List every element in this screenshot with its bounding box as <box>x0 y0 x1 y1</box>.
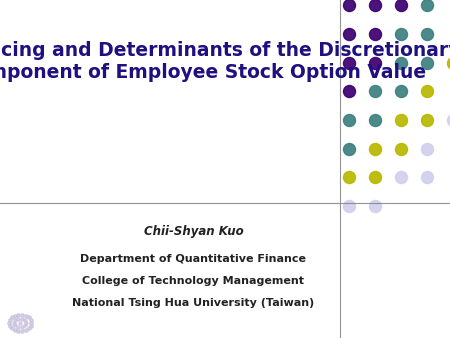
Point <box>75 291 82 296</box>
Point <box>323 42 330 47</box>
Point <box>343 152 351 158</box>
Point <box>67 290 74 295</box>
Point <box>67 293 74 298</box>
Point <box>73 286 80 292</box>
Point <box>64 281 71 286</box>
Point <box>343 108 351 114</box>
Point <box>76 289 84 294</box>
Point <box>72 292 80 297</box>
Point <box>383 86 391 91</box>
Point <box>364 130 371 136</box>
Point <box>70 290 77 295</box>
Point <box>404 86 411 91</box>
Point <box>77 286 84 292</box>
Point <box>404 130 411 136</box>
Point <box>343 64 351 69</box>
Point <box>68 286 76 292</box>
Point <box>364 174 371 180</box>
Point <box>64 286 71 292</box>
Point <box>343 86 351 91</box>
Text: Chii-Shyan Kuo: Chii-Shyan Kuo <box>144 225 243 238</box>
Point <box>62 282 69 288</box>
Text: National Tsing Hua University (Taiwan): National Tsing Hua University (Taiwan) <box>72 297 315 308</box>
Point <box>323 108 330 114</box>
Point <box>323 152 330 158</box>
Point <box>323 197 330 202</box>
Point <box>383 152 391 158</box>
Point <box>383 130 391 136</box>
Text: The Pricing and Determinants of the Discretionary
Component of Employee Stock Op: The Pricing and Determinants of the Disc… <box>0 41 450 81</box>
Point <box>364 64 371 69</box>
Point <box>323 64 330 69</box>
Point <box>343 130 351 136</box>
Point <box>323 86 330 91</box>
Point <box>70 293 77 298</box>
Text: Department of Quantitative Finance: Department of Quantitative Finance <box>81 254 306 264</box>
Point <box>60 284 68 290</box>
Point <box>72 281 80 286</box>
Point <box>72 284 79 290</box>
Text: College of Technology Management: College of Technology Management <box>82 275 305 286</box>
Point <box>383 42 391 47</box>
Point <box>323 174 330 180</box>
Point <box>64 292 71 297</box>
Point <box>364 152 371 158</box>
Point <box>65 284 72 290</box>
Point <box>364 108 371 114</box>
Point <box>343 42 351 47</box>
Point <box>343 197 351 202</box>
Point <box>60 289 68 294</box>
Point <box>70 283 77 289</box>
Point <box>65 288 72 294</box>
Point <box>72 288 79 294</box>
Point <box>364 86 371 91</box>
Point <box>75 282 82 288</box>
Point <box>70 280 77 286</box>
Point <box>364 42 371 47</box>
Point <box>76 284 84 290</box>
Point <box>67 283 74 289</box>
Point <box>67 280 74 286</box>
Point <box>60 286 67 292</box>
Point <box>62 291 69 296</box>
Point <box>383 108 391 114</box>
Point <box>383 64 391 69</box>
Point <box>343 174 351 180</box>
Point <box>323 130 330 136</box>
Point <box>383 174 391 180</box>
